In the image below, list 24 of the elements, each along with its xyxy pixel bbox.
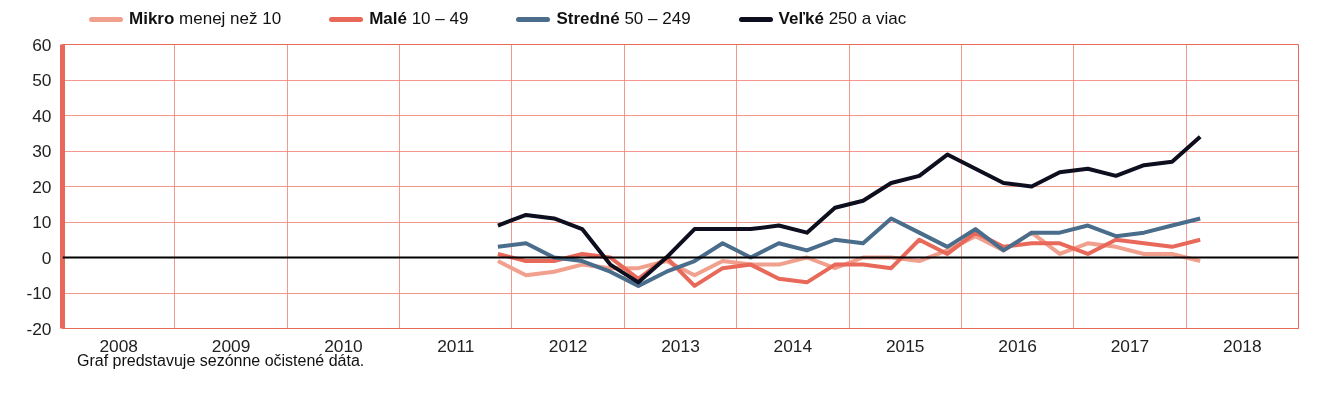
legend-label: Veľké 250 a viac bbox=[777, 8, 907, 31]
y-tick-label: 60 bbox=[32, 34, 52, 55]
x-tick-label: 2012 bbox=[548, 335, 588, 356]
y-tick-label: 30 bbox=[32, 141, 52, 161]
x-tick-label: 2014 bbox=[773, 335, 813, 356]
x-tick-label: 2016 bbox=[998, 335, 1037, 356]
x-tick-label: 2017 bbox=[1110, 335, 1150, 356]
y-tick-label: -10 bbox=[26, 283, 52, 303]
y-tick-label: 50 bbox=[32, 70, 52, 90]
legend-label: Stredné 50 – 249 bbox=[555, 8, 691, 31]
y-tick-label: 0 bbox=[41, 247, 52, 268]
y-tick-label: -20 bbox=[26, 318, 52, 339]
x-tick-label: 2011 bbox=[437, 335, 475, 356]
x-tick-label: 2013 bbox=[661, 335, 700, 356]
line-series bbox=[495, 134, 1203, 285]
y-tick-label: 40 bbox=[32, 105, 52, 126]
x-tick-label: 2015 bbox=[885, 335, 925, 356]
legend-label: Malé 10 – 49 bbox=[368, 8, 469, 31]
y-tick-label: 10 bbox=[32, 212, 52, 232]
text: Graf predstavuje sezónne očistené dáta. bbox=[77, 352, 365, 371]
legend-label: Mikro menej než 10 bbox=[128, 8, 282, 31]
x-tick-label: 2018 bbox=[1223, 335, 1262, 356]
y-tick-label: 20 bbox=[32, 176, 52, 197]
line-series bbox=[495, 216, 1203, 288]
